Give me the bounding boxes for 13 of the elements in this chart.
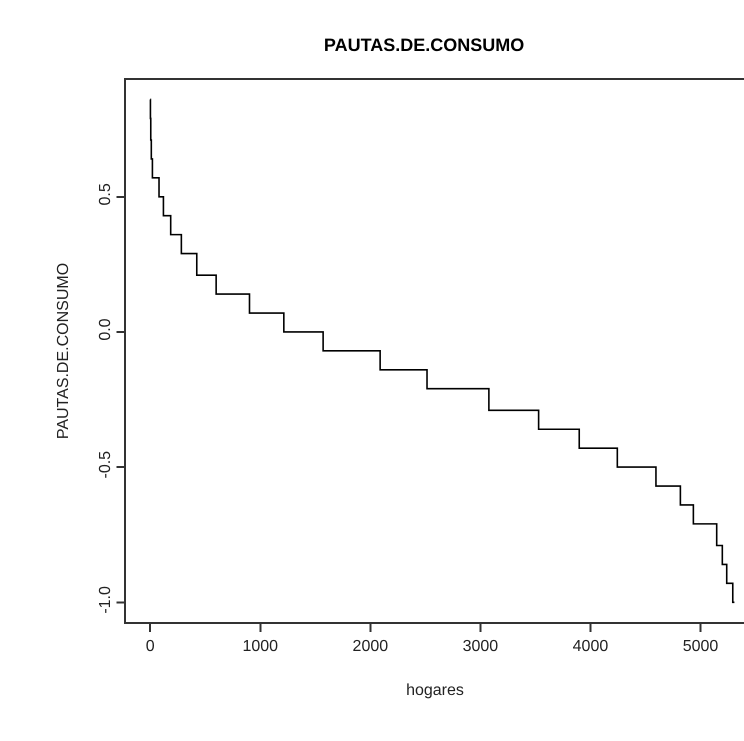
y-tick-label: 0.5	[96, 183, 114, 206]
x-tick-label: 2000	[352, 638, 388, 655]
chart-title: PAUTAS.DE.CONSUMO	[324, 34, 524, 55]
y-tick-label: 0.0	[96, 318, 114, 341]
y-tick-label: -0.5	[96, 450, 114, 478]
x-tick-label: 4000	[572, 638, 608, 655]
y-tick-label: -1.0	[96, 586, 114, 614]
y-axis-title: PAUTAS.DE.CONSUMO	[55, 262, 72, 440]
x-tick-label: 3000	[462, 638, 498, 655]
x-tick-label: 1000	[242, 638, 278, 655]
x-tick-label: 0	[146, 638, 155, 655]
x-axis-title: hogares	[406, 682, 464, 700]
x-tick-label: 5000	[682, 638, 718, 655]
